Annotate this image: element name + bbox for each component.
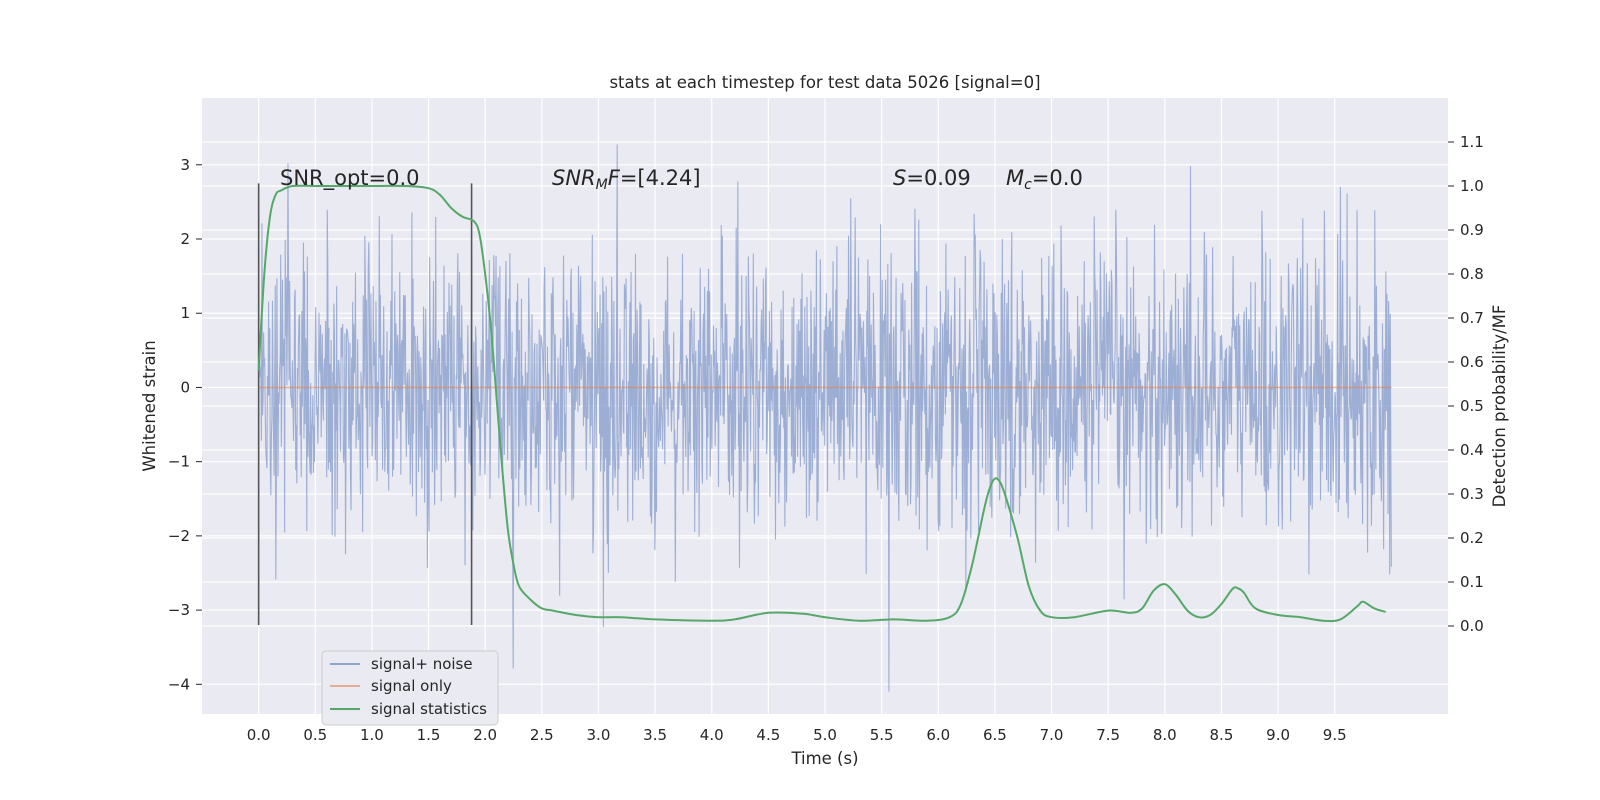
annotation-snr-opt: SNR_opt=0.0: [280, 166, 420, 191]
x-tick-label: 6.0: [926, 726, 950, 744]
annotation-s-letter: S: [893, 166, 906, 190]
right-y-tick-label: 0.5: [1460, 397, 1484, 415]
right-y-tick-label: 0.1: [1460, 573, 1484, 591]
annotation-snr-mf-main: SNR: [552, 166, 596, 190]
right-y-tick-label: 0.2: [1460, 529, 1484, 547]
annotation-mc-sub: c: [1024, 177, 1032, 193]
right-y-tick-label: 0.7: [1460, 309, 1484, 327]
right-y-tick-label: 0.9: [1460, 221, 1484, 239]
legend-label-signal-only: signal only: [371, 677, 452, 695]
x-tick-label: 0.0: [247, 726, 271, 744]
x-tick-label: 8.5: [1210, 726, 1234, 744]
x-tick-label: 3.5: [643, 726, 667, 744]
signal-statistics-series: [257, 184, 1386, 623]
x-tick-label: 7.5: [1096, 726, 1120, 744]
legend-box: [321, 650, 499, 726]
annotation-snr-mf-italic: F: [608, 166, 621, 190]
x-tick-label: 8.0: [1153, 726, 1177, 744]
signal-plus-noise-line: [258, 144, 1392, 692]
x-axis-label: Time (s): [790, 749, 858, 768]
signal-statistics-line: [257, 184, 1386, 623]
y-tick-label: −2: [168, 527, 190, 545]
x-tick-label: 1.5: [417, 726, 441, 744]
annotation-mc: Mc=0.0: [1006, 166, 1083, 193]
x-tick-labels: 0.0 0.5 1.0 1.5 2.0 2.5 3.0 3.5 4.0 4.5 5.0 5.5 6.0 6…: [247, 726, 1347, 744]
right-y-tick-label: 0.3: [1460, 485, 1484, 503]
chart-title: stats at each timestep for test data 502…: [609, 73, 1040, 92]
y-tick-labels: 3 2 1 0 −1 −2 −3 −4: [168, 156, 190, 694]
y-tick-label: 2: [180, 230, 190, 248]
y-tick-label: −3: [168, 601, 190, 619]
right-y-tick-label: 1.0: [1460, 177, 1484, 195]
annotation-snr-mf-sub: M: [596, 177, 608, 193]
right-y-tick-label: 1.1: [1460, 133, 1484, 151]
x-tick-label: 4.5: [756, 726, 780, 744]
right-y-tick-label: 0.8: [1460, 265, 1484, 283]
right-y-tick-label: 0.4: [1460, 441, 1484, 459]
annotation-mc-letter: M: [1006, 166, 1024, 190]
y-tick-label: 0: [180, 378, 190, 396]
x-tick-label: 1.0: [360, 726, 384, 744]
legend-label-statistics: signal statistics: [371, 700, 487, 718]
annotation-snr-mf-value: =[4.24]: [620, 166, 701, 190]
legend-label-noise: signal+ noise: [371, 655, 473, 673]
annotation-snr-mf: SNRMF=[4.24]: [552, 166, 701, 193]
y-tick-label: 1: [180, 304, 190, 322]
x-tick-label: 5.5: [870, 726, 894, 744]
y-tick-label: 3: [180, 156, 190, 174]
x-tick-label: 7.0: [1040, 726, 1064, 744]
right-y-tick-label: 0.6: [1460, 353, 1484, 371]
x-tick-label: 5.0: [813, 726, 837, 744]
y-tick-label: −4: [168, 675, 190, 693]
x-tick-label: 3.0: [587, 726, 611, 744]
x-tick-label: 4.0: [700, 726, 724, 744]
x-tick-label: 0.5: [303, 726, 327, 744]
x-tick-label: 2.0: [473, 726, 497, 744]
x-tick-label: 6.5: [983, 726, 1007, 744]
x-tick-label: 2.5: [530, 726, 554, 744]
y-tick-label: −1: [168, 453, 190, 471]
annotation-s-value: =0.09: [906, 166, 970, 190]
x-tick-label: 9.0: [1266, 726, 1290, 744]
x-tick-label: 9.5: [1323, 726, 1347, 744]
legend: signal+ noise signal only signal statist…: [321, 650, 499, 726]
right-y-tick-label: 0.0: [1460, 617, 1484, 635]
annotation-mc-value: =0.0: [1032, 166, 1083, 190]
y-axis-label: Whitened strain: [140, 340, 159, 471]
vertical-markers: [257, 183, 473, 625]
signal-plus-noise-series: [258, 144, 1392, 692]
right-y-axis-label: Detection probability/MF: [1490, 305, 1509, 508]
annotation-s: S=0.09: [893, 166, 971, 190]
right-y-tick-labels: 1.1 1.0 0.9 0.8 0.7 0.6 0.5 0.4 0.3 0.2 0.1 0.0: [1460, 133, 1484, 635]
